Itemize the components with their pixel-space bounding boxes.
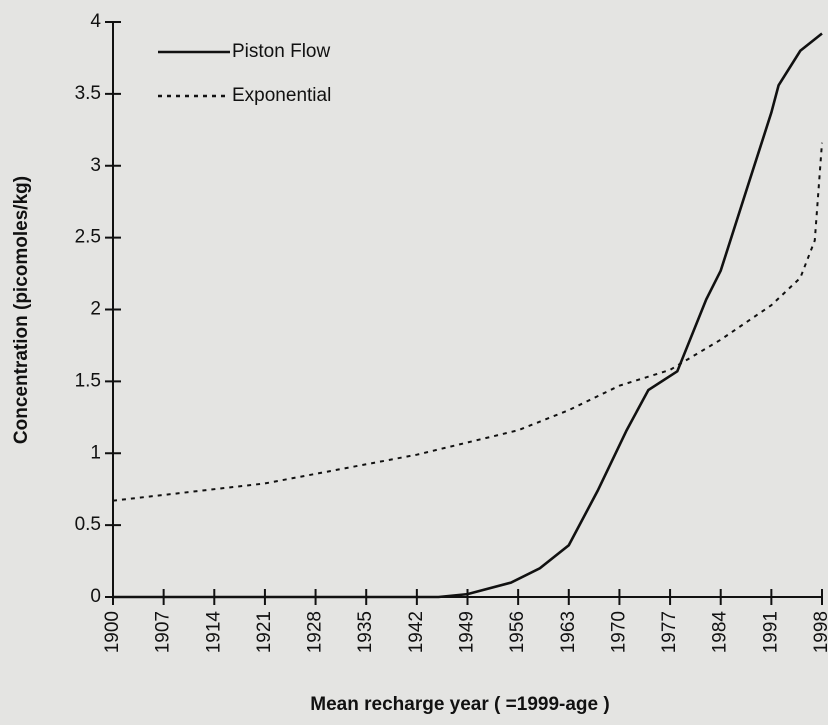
y-tick-label: 2 [90, 299, 101, 320]
x-tick-label: 1914 [203, 611, 224, 654]
series-line [112, 142, 823, 502]
y-tick-label: 1.5 [75, 370, 101, 391]
y-axis-title: Concentration (picomoles/kg) [11, 176, 32, 444]
x-tick-label: 1942 [406, 611, 427, 653]
x-tick-label: 1921 [254, 611, 275, 653]
y-tick-label: 0 [90, 586, 101, 607]
x-tick-label: 1984 [710, 611, 731, 654]
x-tick-label: 1998 [811, 611, 828, 653]
y-tick-label: 3.5 [75, 83, 101, 104]
x-tick-label: 1935 [355, 611, 376, 653]
x-tick-label: 1928 [305, 611, 326, 653]
x-tick-label: 1956 [507, 611, 528, 653]
x-tick-label: 1949 [457, 611, 478, 653]
x-tick-label: 1991 [760, 611, 781, 653]
x-tick-label: 1900 [102, 611, 123, 653]
legend-label: Exponential [232, 85, 331, 106]
x-tick-label: 1977 [659, 611, 680, 653]
y-tick-label: 3 [90, 155, 101, 176]
y-tick-label: 0.5 [75, 514, 101, 535]
y-tick-label: 4 [90, 11, 101, 32]
x-tick-label: 1970 [608, 611, 629, 653]
y-tick-label: 1 [90, 442, 101, 463]
y-tick-label: 2.5 [75, 227, 101, 248]
series-line [113, 32, 823, 599]
legend-label: Piston Flow [232, 41, 330, 62]
x-tick-label: 1907 [153, 611, 174, 653]
x-tick-label: 1963 [558, 611, 579, 653]
x-axis-title: Mean recharge year ( =1999-age ) [310, 694, 609, 715]
